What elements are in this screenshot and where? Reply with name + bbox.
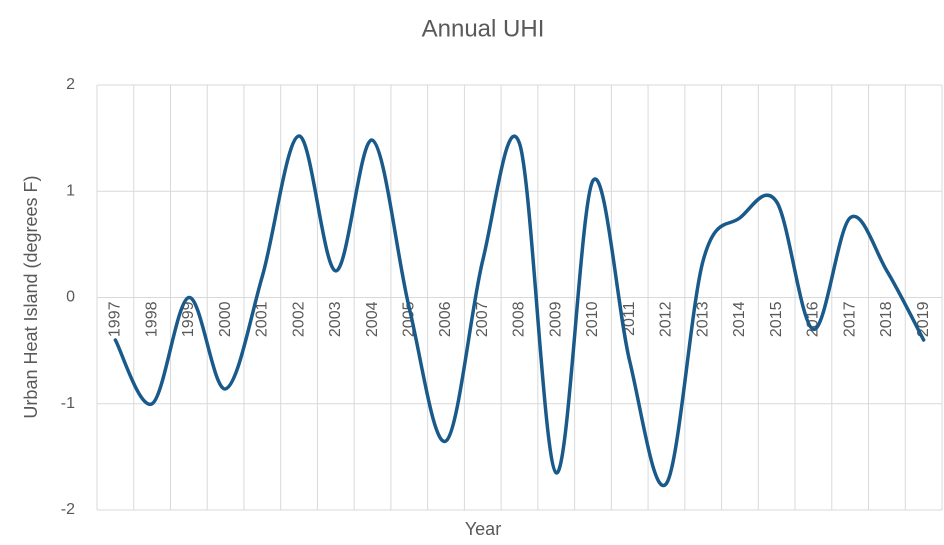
x-tick-label: 2015 xyxy=(768,301,785,337)
x-tick-label: 2013 xyxy=(694,301,711,337)
x-tick-label: 2001 xyxy=(254,301,271,337)
chart-title: Annual UHI xyxy=(422,15,545,42)
line-series xyxy=(113,134,926,488)
y-tick-label: 1 xyxy=(66,182,75,199)
x-axis-label: Year xyxy=(465,519,501,539)
x-tick-label: 2007 xyxy=(474,301,491,337)
y-axis-label: Urban Heat Island (degrees F) xyxy=(21,175,41,418)
x-tick-label: 2004 xyxy=(364,301,381,337)
x-tick-label: 1998 xyxy=(143,301,160,337)
x-tick-label: 2012 xyxy=(658,301,675,337)
y-tick-label: 2 xyxy=(66,76,75,93)
x-tick-label: 2017 xyxy=(841,301,858,337)
y-tick-label: -1 xyxy=(61,395,75,412)
x-tick-label: 2006 xyxy=(437,301,454,337)
y-tick-label: 0 xyxy=(66,289,75,306)
x-tick-label: 2000 xyxy=(217,301,234,337)
x-tick-label: 2002 xyxy=(290,301,307,337)
x-tick-label: 1999 xyxy=(180,301,197,337)
x-tick-label: 2008 xyxy=(511,301,528,337)
x-tick-label: 2009 xyxy=(547,301,564,337)
x-tick-label: 2014 xyxy=(731,301,748,337)
x-tick-label: 2010 xyxy=(584,301,601,337)
x-tick-label: 2018 xyxy=(878,301,895,337)
x-tick-label: 2003 xyxy=(327,301,344,337)
y-tick-label: -2 xyxy=(61,501,75,518)
x-tick-label: 1997 xyxy=(107,301,124,337)
